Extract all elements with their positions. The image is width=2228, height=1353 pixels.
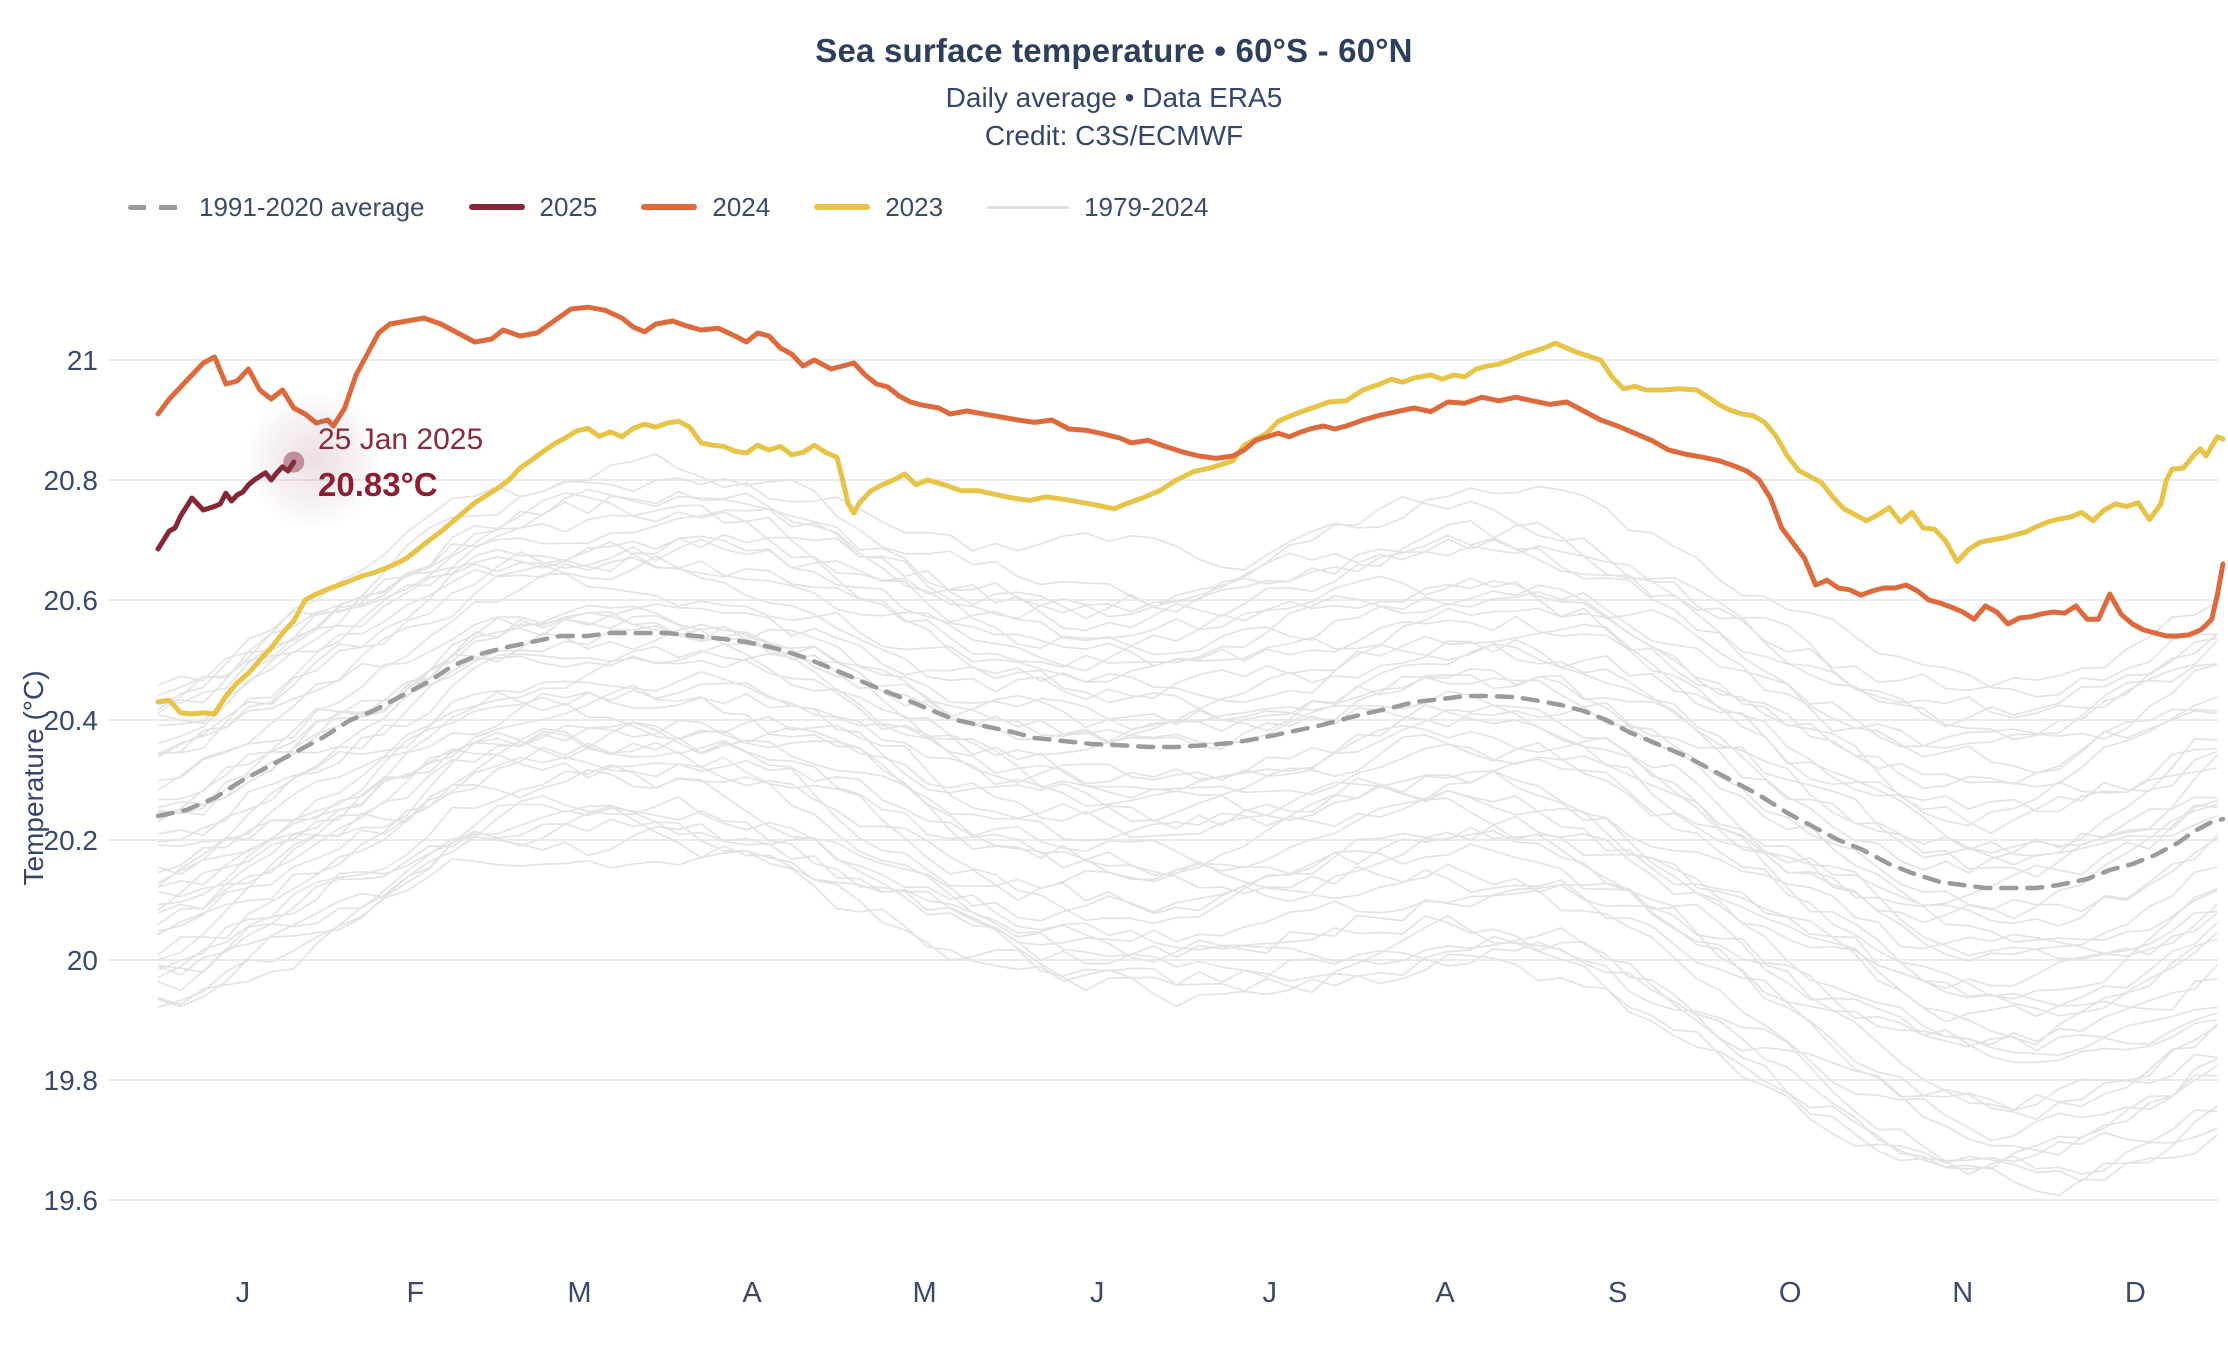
x-tick-month-5: M [913,1277,937,1309]
ensemble-year-line [157,488,2218,692]
ensemble-year-line [157,763,2218,1111]
ensemble-year-line [157,769,2218,1121]
ensemble-year-line [157,682,2218,960]
ensemble-year-line [157,603,2218,874]
ensemble-year-line [157,504,2218,788]
legend-item-ensemble[interactable]: 1979-2024 [987,192,1208,223]
ensemble-year-line [157,719,2218,1046]
legend-item-y2025[interactable]: 2025 [468,191,598,223]
annotation-date: 25 Jan 2025 [318,423,483,456]
legend-swatch-ensemble [987,205,1070,209]
y-tick-20.2: 20.2 [44,825,99,856]
ensemble-year-line [157,684,2218,1017]
ensemble-year-line [157,805,2218,1176]
ensemble-year-line [157,756,2218,1111]
latest-point-dot [283,451,305,473]
x-tick-month-10: O [1779,1277,1802,1309]
legend-label-y2024: 2024 [712,191,771,222]
ensemble-year-line [157,614,2218,866]
legend-swatch-y2023 [814,204,871,210]
legend-swatch-y2025 [468,204,525,210]
ensemble-year-line [157,555,2218,835]
x-tick-month-11: N [1952,1277,1973,1309]
annotation-value: 20.83°C [318,466,438,503]
y-tick-19.6: 19.6 [44,1185,99,1216]
x-tick-month-1: J [236,1277,251,1309]
ensemble-year-line [157,453,2218,698]
ensemble-year-line [157,533,2218,749]
series-line-2023 [155,340,2226,717]
gridlines: 21 20.8 20.6 20.4 20.2 20 19.8 19.6 [44,345,2218,1216]
legend-item-avg[interactable]: 1991-2020 average [128,192,425,223]
ensemble-lines-1979-2024 [157,453,2218,1197]
x-tick-month-9: S [1608,1277,1627,1309]
ensemble-year-line [157,490,2218,728]
legend-swatch-y2024 [641,204,698,210]
series-line-2024 [155,304,2226,639]
x-tick-month-4: A [742,1277,762,1309]
series-line-1991-2020-average [155,630,2226,891]
ensemble-year-line [157,691,2218,955]
ensemble-year-line [157,753,2218,1056]
ensemble-year-line [157,822,2218,1163]
x-tick-month-2: F [407,1277,425,1309]
x-tick-month-12: D [2125,1277,2146,1309]
legend-label-y2023: 2023 [885,191,944,222]
ensemble-year-line [157,540,2218,813]
y-tick-20.4: 20.4 [44,705,99,736]
ensemble-year-line [157,818,2218,1197]
legend-label-avg: 1991-2020 average [199,191,425,222]
x-tick-month-3: M [567,1277,591,1309]
legend-item-y2024[interactable]: 2024 [641,192,770,223]
ensemble-year-line [157,611,2218,908]
ensemble-year-line [157,715,2218,990]
y-tick-20.8: 20.8 [44,465,99,496]
legend: 1991-2020 average 2025 2024 2023 1979-2024 [128,190,1252,224]
ensemble-year-line [157,643,2218,924]
x-tick-month-8: A [1435,1277,1455,1309]
ensemble-year-line [157,611,2218,857]
ensemble-year-line [157,556,2218,789]
y-tick-20: 20 [67,945,98,976]
ensemble-year-line [157,538,2218,827]
legend-label-y2025: 2025 [539,191,598,222]
y-axis-title: Temperature (°C) [18,670,49,886]
x-tick-month-6: J [1090,1277,1105,1309]
ensemble-year-line [157,508,2218,741]
ensemble-year-line [157,721,2218,1046]
page-subtitle: Daily average • Data ERA5 [945,82,1283,113]
ensemble-year-line [157,803,2218,1142]
latest-point-halo [243,390,384,530]
page-title: Sea surface temperature • 60°S - 60°N [815,32,1413,69]
ensemble-year-line [157,623,2218,920]
ensemble-year-line [157,535,2218,774]
ensemble-year-line [157,604,2218,878]
ensemble-year-line [157,670,2218,1000]
y-tick-20.6: 20.6 [44,585,99,616]
ensemble-year-line [157,728,2218,1023]
ensemble-year-line [157,624,2218,927]
legend-item-y2023[interactable]: 2023 [814,192,943,223]
ensemble-year-line [157,849,2218,1183]
ensemble-year-line [157,807,2218,1170]
ensemble-year-line [157,739,2218,1064]
legend-swatch-avg [128,204,184,210]
legend-label-ensemble: 1979-2024 [1084,191,1209,222]
ensemble-year-line [157,691,2218,1007]
credit-line: Credit: C3S/ECMWF [984,120,1244,151]
y-tick-19.8: 19.8 [44,1065,99,1096]
y-tick-21: 21 [67,345,98,376]
x-tick-month-7: J [1262,1277,1277,1309]
